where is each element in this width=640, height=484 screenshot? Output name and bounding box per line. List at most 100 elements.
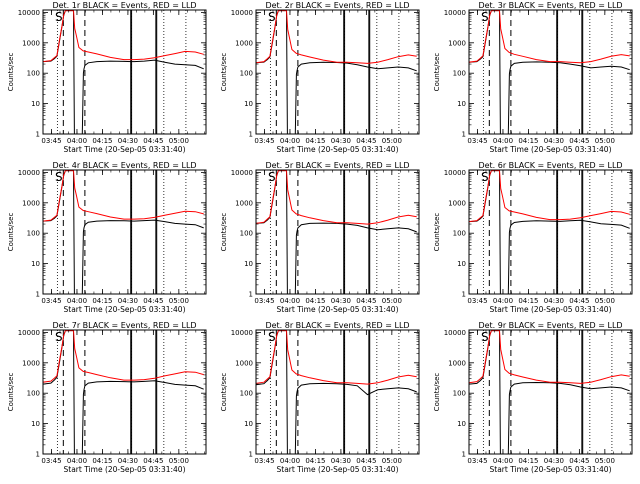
series-lld-line [469,330,630,384]
y-tick-label: 10 [244,420,253,428]
y-tick-label: 1 [36,131,40,139]
series-lld-line [43,170,204,222]
x-axis-label: Start Time (20-Sep-05 03:31:40) [277,465,399,474]
series-lld-line [256,10,417,64]
detector-plot-2: 1 10 100 1000 10000 03:45 04:00 04:15 04:30 04:45… [220,1,420,154]
y-tick-label: 100 [453,390,466,398]
x-tick-label: 04:15 [92,137,112,145]
y-tick-label: 1 [36,451,40,459]
y-axis-label: Counts/sec [7,53,15,92]
x-axis-label: Start Time (20-Sep-05 03:31:40) [277,145,399,154]
plot-title: Det. 6r BLACK = Events, RED = LLD [478,161,622,170]
x-tick-label: 04:00 [493,457,513,465]
y-tick-label: 1 [249,131,253,139]
series-events-line [43,330,204,454]
detector-plot-4: 1 10 100 1000 10000 03:45 04:00 04:15 04:30 04:45… [7,161,207,314]
x-axis-label: Start Time (20-Sep-05 03:31:40) [490,145,612,154]
y-tick-label: 100 [27,70,40,78]
x-tick-label: 03:45 [467,137,487,145]
y-tick-label: 1 [36,291,40,299]
state-marker-label: S [55,10,63,24]
y-tick-label: 1 [249,451,253,459]
x-tick-label: 04:45 [356,137,376,145]
plot-frame [255,169,420,295]
detector-plot-6: 1 10 100 1000 10000 03:45 04:00 04:15 04:30 04:45… [433,161,633,314]
series-events-line [256,330,417,454]
x-tick-label: 03:45 [41,137,61,145]
y-tick-label: 10000 [18,9,40,17]
x-tick-label: 04:00 [67,297,87,305]
plot-title: Det. 7r BLACK = Events, RED = LLD [52,321,196,330]
detector-plot-3: 1 10 100 1000 10000 03:45 04:00 04:15 04:30 04:45… [433,1,633,154]
y-axis-label: Counts/sec [433,373,441,412]
series-lld-line [256,170,417,225]
state-marker-label: S [481,330,489,344]
x-tick-label: 05:00 [169,457,189,465]
x-tick-label: 04:00 [67,457,87,465]
state-marker-label: S [55,170,63,184]
y-axis-label: Counts/sec [220,213,228,252]
x-tick-label: 04:00 [280,457,300,465]
x-tick-label: 04:00 [493,297,513,305]
x-tick-label: 04:00 [493,137,513,145]
y-axis-label: Counts/sec [220,373,228,412]
y-tick-label: 1000 [235,359,253,367]
state-marker-label: S [268,170,276,184]
y-tick-label: 10 [457,420,466,428]
plot-frame [42,329,207,455]
y-tick-label: 10 [31,260,40,268]
detector-plot-8: 1 10 100 1000 10000 03:45 04:00 04:15 04:30 04:45… [220,321,420,474]
y-tick-label: 100 [453,70,466,78]
x-tick-label: 04:15 [518,137,538,145]
series-lld-line [256,330,417,385]
x-tick-label: 04:45 [569,137,589,145]
y-tick-label: 1000 [448,359,466,367]
x-tick-label: 04:45 [143,137,163,145]
y-tick-label: 1000 [235,39,253,47]
plot-title: Det. 8r BLACK = Events, RED = LLD [265,321,409,330]
y-tick-label: 100 [240,70,253,78]
plot-frame [42,169,207,295]
y-tick-label: 10 [31,100,40,108]
x-tick-label: 05:00 [382,137,402,145]
y-axis-label: Counts/sec [7,213,15,252]
y-tick-label: 10 [244,100,253,108]
x-tick-label: 04:45 [569,297,589,305]
y-tick-label: 10000 [231,9,253,17]
x-tick-label: 04:15 [305,137,325,145]
x-tick-label: 03:45 [254,297,274,305]
y-tick-label: 100 [27,230,40,238]
y-tick-label: 1000 [448,199,466,207]
y-tick-label: 1000 [235,199,253,207]
y-tick-label: 100 [240,230,253,238]
plot-title: Det. 4r BLACK = Events, RED = LLD [52,161,196,170]
x-tick-label: 03:45 [254,137,274,145]
x-tick-label: 05:00 [595,457,615,465]
x-tick-label: 05:00 [595,297,615,305]
series-events-line [469,330,630,454]
x-tick-label: 03:45 [41,297,61,305]
x-axis-label: Start Time (20-Sep-05 03:31:40) [64,465,186,474]
x-tick-label: 04:00 [280,137,300,145]
x-tick-label: 04:30 [544,137,564,145]
x-tick-label: 05:00 [382,297,402,305]
detector-plot-1: 1 10 100 1000 10000 03:45 04:00 04:15 04:30 04:45… [7,1,207,154]
y-tick-label: 10000 [231,169,253,177]
x-tick-label: 04:30 [118,297,138,305]
detector-plot-7: 1 10 100 1000 10000 03:45 04:00 04:15 04:30 04:45… [7,321,207,474]
y-tick-label: 1000 [22,199,40,207]
y-tick-label: 1 [249,291,253,299]
x-tick-label: 04:45 [143,457,163,465]
detector-plot-9: 1 10 100 1000 10000 03:45 04:00 04:15 04:30 04:45… [433,321,633,474]
x-tick-label: 04:15 [518,457,538,465]
x-tick-label: 04:30 [118,137,138,145]
series-events-line [469,170,630,294]
x-tick-label: 04:45 [143,297,163,305]
y-tick-label: 1 [462,131,466,139]
y-tick-label: 100 [453,230,466,238]
x-tick-label: 04:30 [118,457,138,465]
x-tick-label: 03:45 [254,457,274,465]
y-tick-label: 1000 [448,39,466,47]
series-lld-line [469,170,630,223]
